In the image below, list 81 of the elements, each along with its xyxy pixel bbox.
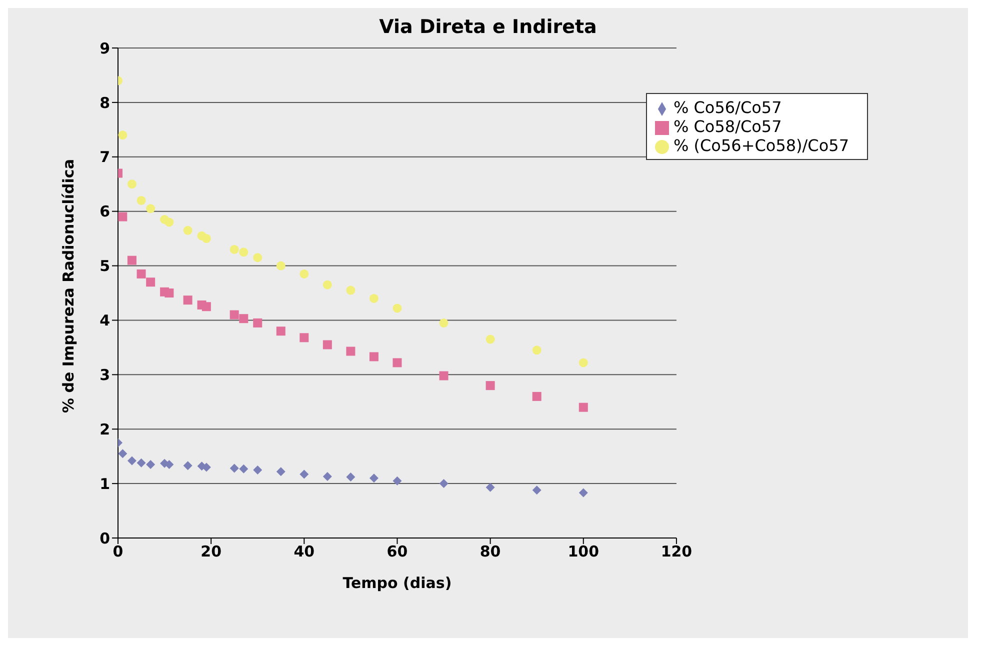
point [253, 253, 262, 262]
point [183, 461, 192, 470]
y-tick-label: 5 [100, 257, 110, 276]
point [183, 296, 192, 305]
point [322, 472, 332, 481]
point [146, 278, 156, 287]
point [276, 326, 286, 336]
point [439, 479, 448, 488]
x-tick-label: 40 [294, 542, 315, 561]
point [346, 286, 356, 295]
point [346, 472, 356, 482]
point [322, 340, 332, 350]
point [239, 314, 248, 324]
point [346, 346, 356, 356]
x-tick-label: 100 [568, 542, 600, 561]
point [164, 288, 174, 298]
point [392, 304, 402, 313]
point [253, 318, 262, 328]
point [532, 392, 542, 401]
x-tick-label: 20 [200, 542, 222, 561]
point [118, 212, 128, 222]
point [322, 280, 332, 290]
point [202, 302, 211, 312]
point [369, 294, 378, 303]
y-axis-title: % de Impureza Radionuclídica [59, 159, 78, 413]
point [276, 467, 286, 476]
x-tick-label: 60 [386, 542, 408, 561]
y-tick-label: 8 [100, 94, 110, 112]
point [253, 465, 262, 474]
point [239, 248, 248, 257]
y-tick-label: 4 [100, 312, 110, 330]
point [392, 358, 402, 368]
point [300, 269, 309, 278]
point [392, 476, 402, 486]
point [486, 334, 495, 344]
point [300, 333, 309, 342]
point [439, 318, 448, 328]
y-tick-label: 2 [100, 420, 110, 438]
y-tick-label: 6 [100, 202, 110, 221]
point [146, 204, 156, 214]
point [118, 449, 128, 458]
legend-label: % (Co56+Co58)/Co57 [673, 136, 849, 155]
point [276, 261, 286, 270]
point [127, 456, 136, 466]
point [118, 130, 128, 140]
legend-label: % Co58/Co57 [673, 117, 782, 136]
point [439, 371, 448, 380]
point [202, 234, 211, 244]
point [127, 256, 136, 265]
point [532, 346, 542, 355]
point [146, 460, 156, 469]
point [127, 180, 136, 189]
point [300, 470, 309, 479]
x-tick-label: 120 [660, 542, 692, 561]
y-tick-label: 0 [100, 529, 110, 548]
chart-title: Via Direta e Indireta [378, 16, 598, 38]
point [136, 269, 146, 278]
legend-label: % Co56/Co57 [673, 98, 782, 117]
point [369, 352, 378, 362]
point [369, 474, 378, 483]
y-tick-label: 1 [100, 474, 110, 493]
point [230, 310, 239, 320]
point [230, 464, 239, 473]
point [239, 464, 248, 474]
point [578, 402, 588, 412]
point [230, 244, 239, 254]
point [532, 486, 542, 495]
point [136, 196, 146, 205]
point [136, 458, 146, 468]
x-tick-label: 0 [112, 542, 124, 561]
y-tick-label: 3 [100, 366, 110, 384]
point [578, 358, 588, 368]
point [578, 488, 588, 498]
point [164, 218, 174, 227]
point [183, 226, 192, 235]
y-tick-label: 7 [100, 148, 110, 166]
x-tick-label: 80 [480, 542, 501, 561]
point [486, 381, 495, 390]
x-axis-title: Tempo (dias) [342, 574, 452, 592]
y-tick-label: 9 [100, 39, 110, 58]
point [486, 482, 495, 492]
